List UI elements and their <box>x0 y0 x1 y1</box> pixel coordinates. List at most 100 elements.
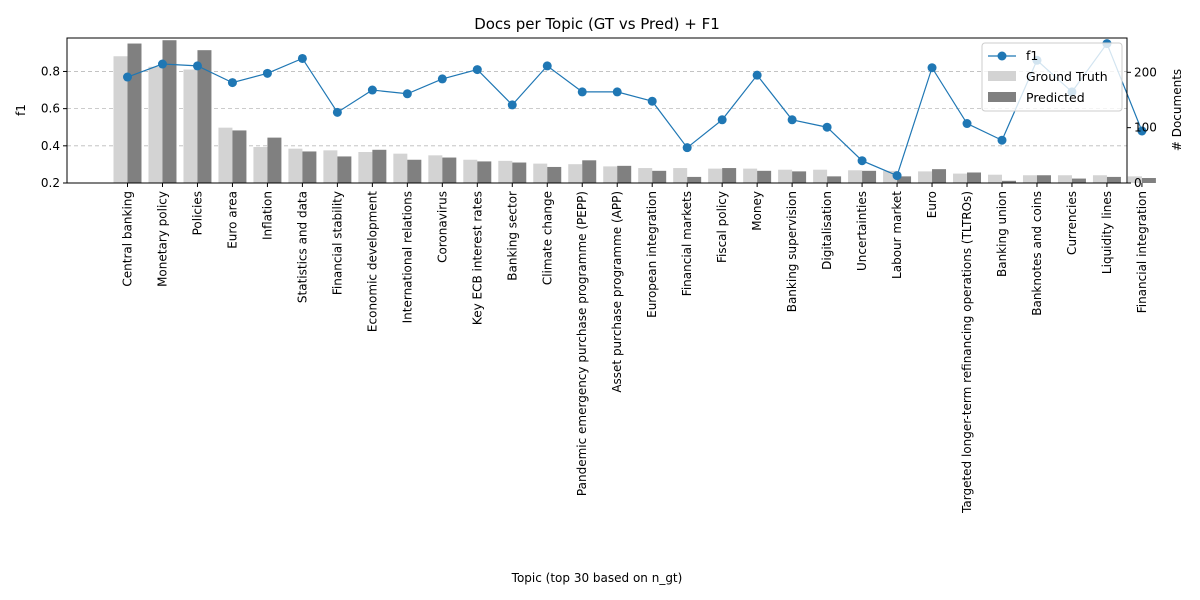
bar-predicted <box>1141 178 1156 183</box>
bar-predicted <box>442 157 457 183</box>
x-tick-label: Central banking <box>121 191 135 287</box>
bar-ground-truth <box>708 168 723 183</box>
bar-ground-truth <box>1127 176 1142 183</box>
bar-predicted <box>897 176 912 183</box>
chart-title: Docs per Topic (GT vs Pred) + F1 <box>474 15 720 33</box>
y-axis-label-left: f1 <box>14 104 28 116</box>
f1-point <box>472 65 482 75</box>
bar-predicted <box>827 176 842 183</box>
bar-ground-truth <box>323 150 338 183</box>
x-tick-label: Financial markets <box>680 191 694 296</box>
bar-ground-truth <box>288 148 303 183</box>
legend-pred-label: Predicted <box>1026 90 1085 105</box>
legend-pred-swatch <box>988 92 1016 102</box>
f1-point <box>682 143 692 153</box>
bar-ground-truth <box>393 153 408 183</box>
bar-predicted <box>162 40 177 183</box>
f1-point <box>752 70 762 80</box>
bar-predicted <box>617 165 632 183</box>
x-tick-label: Coronavirus <box>435 191 449 263</box>
bar-ground-truth <box>638 168 653 183</box>
f1-point <box>157 59 167 69</box>
bar-ground-truth <box>148 66 163 183</box>
x-tick-label: Currencies <box>1065 191 1079 255</box>
bar-ground-truth <box>358 152 373 183</box>
legend-frame <box>981 42 1123 112</box>
legend-f1-label: f1 <box>1026 48 1038 63</box>
x-tick-label: Inflation <box>260 191 274 240</box>
x-tick-label: Policies <box>190 191 204 235</box>
bar-ground-truth <box>253 147 268 183</box>
bar-ground-truth <box>918 171 933 183</box>
f1-point <box>262 68 272 78</box>
f1-point <box>437 74 447 84</box>
bars <box>113 40 1156 184</box>
bar-predicted <box>302 151 317 183</box>
bar-ground-truth <box>533 163 548 183</box>
bar-predicted <box>652 170 667 183</box>
x-axis: Central banking Monetary policy Policies Eu… <box>121 183 1149 514</box>
bar-ground-truth <box>183 69 198 183</box>
bar-predicted <box>687 176 702 183</box>
f1-point <box>402 89 412 99</box>
x-axis-label: Topic (top 30 based on n_gt) <box>511 571 683 585</box>
x-tick-label: Statistics and data <box>295 191 309 303</box>
x-tick-label: European integration <box>645 191 659 318</box>
f1-point <box>227 78 237 88</box>
f1-point <box>857 156 867 166</box>
bar-ground-truth <box>813 169 828 183</box>
bar-predicted <box>267 137 282 183</box>
bar-ground-truth <box>988 174 1002 183</box>
f1-point <box>822 122 832 132</box>
y-axis-left: 0.2 0.4 0.6 0.8 <box>41 64 67 190</box>
f1-point <box>577 87 587 97</box>
x-tick-label: Banking sector <box>505 191 519 281</box>
x-tick-label: Targeted longer-term refinancing operati… <box>960 191 974 514</box>
bar-ground-truth <box>428 155 443 183</box>
bar-ground-truth <box>673 168 688 183</box>
f1-line <box>127 42 1143 177</box>
x-tick-label: Financial integration <box>1135 191 1149 313</box>
f1-point <box>717 115 727 125</box>
bar-predicted <box>337 156 352 183</box>
f1-point <box>192 61 202 71</box>
x-tick-label: Asset purchase programme (APP) <box>610 191 624 393</box>
f1-point <box>997 135 1007 145</box>
bar-ground-truth <box>848 170 863 183</box>
x-tick-label: Banking supervision <box>785 191 799 312</box>
bar-ground-truth <box>1022 175 1037 183</box>
f1-point <box>123 72 132 82</box>
bar-predicted <box>862 170 877 183</box>
bar-ground-truth <box>463 159 478 183</box>
bar-predicted <box>232 130 247 183</box>
y-tick-label-right: 100 <box>1134 121 1157 135</box>
bar-ground-truth <box>218 127 233 183</box>
f1-point <box>332 107 342 117</box>
f1-point <box>542 61 552 71</box>
x-tick-label: Euro <box>925 191 939 218</box>
y-tick-label-left: 0.2 <box>41 176 60 190</box>
bar-predicted <box>1036 175 1051 183</box>
y-tick-label-right: 200 <box>1134 65 1157 79</box>
x-tick-label: Climate change <box>540 191 554 285</box>
bar-predicted <box>1071 178 1086 183</box>
bar-predicted <box>547 166 562 183</box>
legend-gt-swatch <box>988 71 1016 81</box>
bar-predicted <box>1106 176 1121 183</box>
bar-ground-truth <box>603 166 618 183</box>
bar-predicted <box>197 50 212 184</box>
bar-ground-truth <box>953 173 968 183</box>
bar-predicted <box>932 169 947 183</box>
x-tick-label: International relations <box>400 191 414 323</box>
bar-predicted <box>127 43 142 184</box>
bar-ground-truth <box>1057 175 1072 183</box>
bar-predicted <box>372 149 387 183</box>
bar-predicted <box>477 161 492 183</box>
bar-predicted <box>407 159 422 183</box>
x-tick-label: Key ECB interest rates <box>470 191 484 325</box>
x-tick-label: Money <box>750 191 764 231</box>
bar-ground-truth <box>113 56 128 183</box>
legend: f1 Ground Truth Predicted <box>981 42 1123 112</box>
x-tick-label: Financial stability <box>330 191 344 295</box>
f1-point <box>297 53 307 63</box>
